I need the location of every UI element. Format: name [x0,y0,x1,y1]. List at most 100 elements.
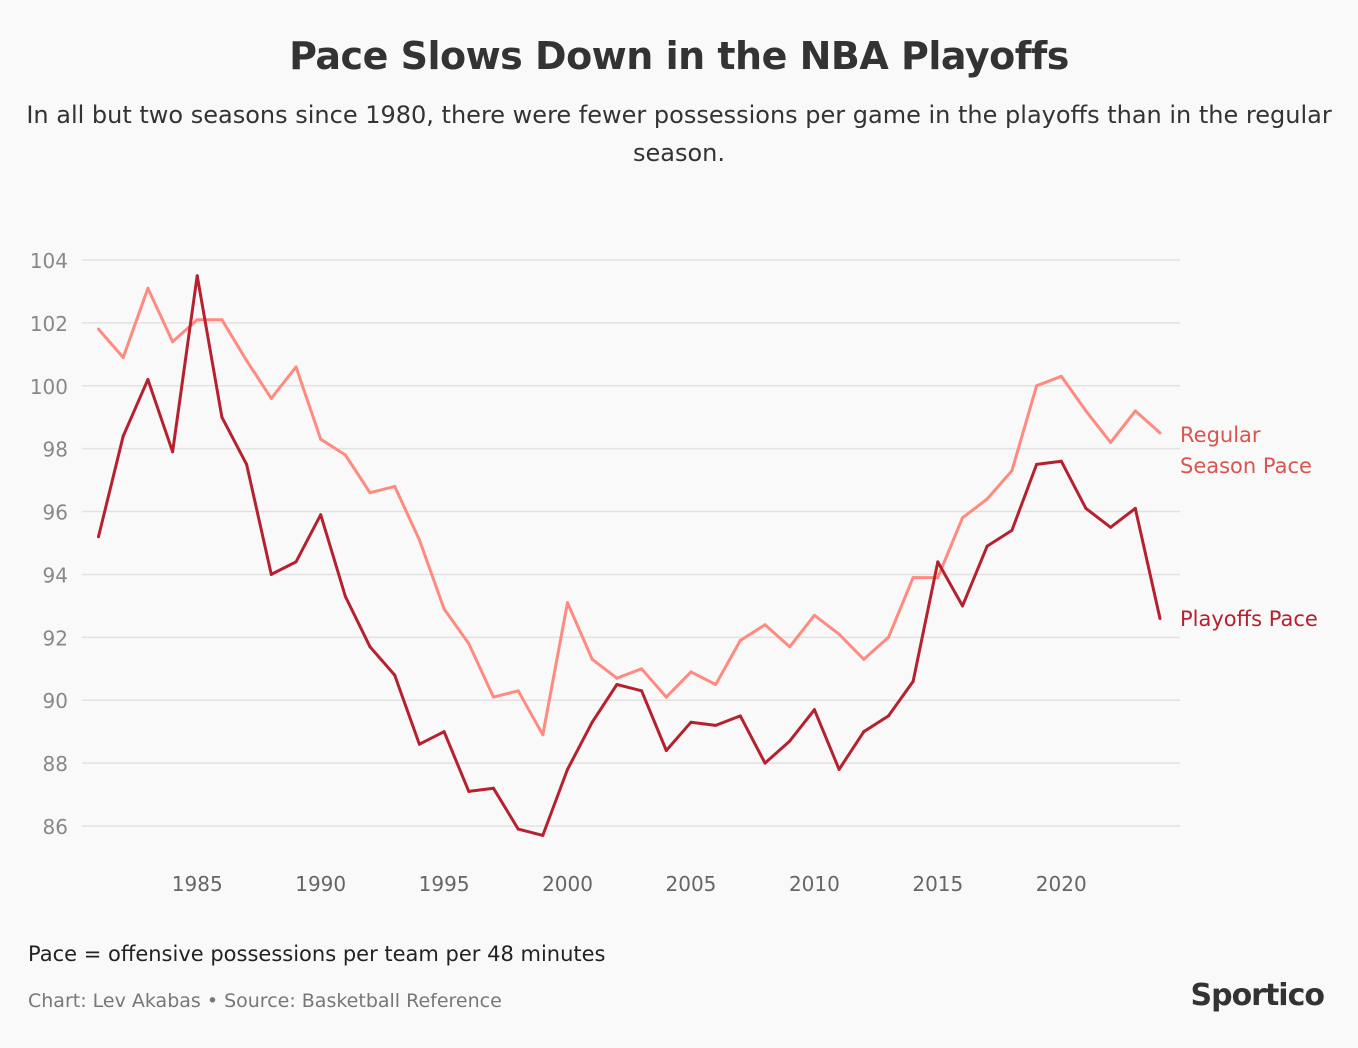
data-point [961,516,965,520]
series-line-playoffs [97,274,1162,837]
data-point [491,786,495,790]
legend-label-line: Season Pace [1180,454,1312,478]
data-point [738,638,742,642]
data-point [146,377,150,381]
y-tick-label: 100 [30,375,68,399]
data-point [985,544,989,548]
data-point [1084,409,1088,413]
data-point [541,733,545,737]
data-point [245,359,249,363]
data-point [1133,409,1137,413]
data-point [862,657,866,661]
data-point [269,396,273,400]
data-point [590,657,594,661]
x-tick-label: 2005 [666,872,717,896]
data-point [467,642,471,646]
data-point [936,560,940,564]
data-point [961,604,965,608]
data-point [664,695,668,699]
data-point [566,601,570,605]
data-point [121,355,125,359]
y-tick-label: 90 [43,689,68,713]
data-point [294,560,298,564]
footnote: Pace = offensive possessions per team pe… [28,942,606,966]
y-tick-label: 104 [30,249,68,273]
y-tick-label: 94 [43,563,68,587]
data-point [1133,506,1137,510]
data-point [1084,506,1088,510]
y-tick-label: 96 [43,501,68,525]
data-point [714,723,718,727]
data-point [146,286,150,290]
data-point [689,670,693,674]
data-point [985,497,989,501]
data-point [319,513,323,517]
x-tick-label: 1995 [419,872,470,896]
data-point [417,742,421,746]
series-line-regular-season [97,286,1161,737]
data-point [97,535,100,539]
x-tick-label: 1985 [172,872,223,896]
data-point [1035,384,1039,388]
data-point [442,607,446,611]
data-point [714,683,718,686]
data-point [1158,616,1162,620]
data-point [1010,469,1014,473]
x-tick-label: 2020 [1036,872,1087,896]
data-point [269,572,273,576]
legend-label-playoffs: Playoffs Pace [1180,604,1318,635]
y-tick-label: 98 [43,438,68,462]
x-tick-label: 2010 [789,872,840,896]
data-point [97,327,100,331]
legend-label-regular-season: Regular Season Pace [1180,420,1312,482]
data-point [343,594,347,598]
data-point [886,714,890,718]
data-point [936,576,940,580]
x-tick-label: 2015 [912,872,963,896]
data-point [195,318,199,322]
data-point [1059,374,1063,378]
data-point [812,613,816,617]
data-point [788,739,792,743]
data-point [294,365,298,369]
data-point [837,632,841,636]
data-point [245,462,249,466]
data-point [1035,462,1039,466]
data-point [1109,525,1113,529]
data-point [615,676,619,680]
data-point [393,673,397,677]
y-tick-label: 86 [43,815,68,839]
y-tick-label: 92 [43,626,68,650]
data-point [442,730,446,734]
data-point [886,635,890,639]
chart-subtitle: In all but two seasons since 1980, there… [26,101,1332,167]
chart-title: Pace Slows Down in the NBA Playoffs [289,34,1069,78]
data-point [763,761,767,765]
data-point [911,576,915,580]
data-point [467,789,471,793]
data-point [516,827,520,831]
legend-label-line: Regular [1180,423,1261,447]
data-point [615,683,619,686]
data-point [664,749,668,753]
y-tick-label: 88 [43,752,68,776]
data-point [220,318,224,322]
data-point [640,667,644,671]
data-point [1158,431,1162,435]
x-tick-label: 1990 [295,872,346,896]
data-point [220,415,224,419]
data-point [566,767,570,771]
data-point [640,689,644,693]
y-tick-label: 102 [30,312,68,336]
data-point [343,453,347,457]
sportico-logo: Sportico [1190,978,1325,1013]
data-point [516,689,520,693]
data-point [738,714,742,718]
data-point [319,437,323,441]
data-point [491,695,495,699]
data-point [1010,528,1014,532]
data-point [812,708,816,712]
x-tick-label: 2000 [542,872,593,896]
data-point [393,484,397,488]
